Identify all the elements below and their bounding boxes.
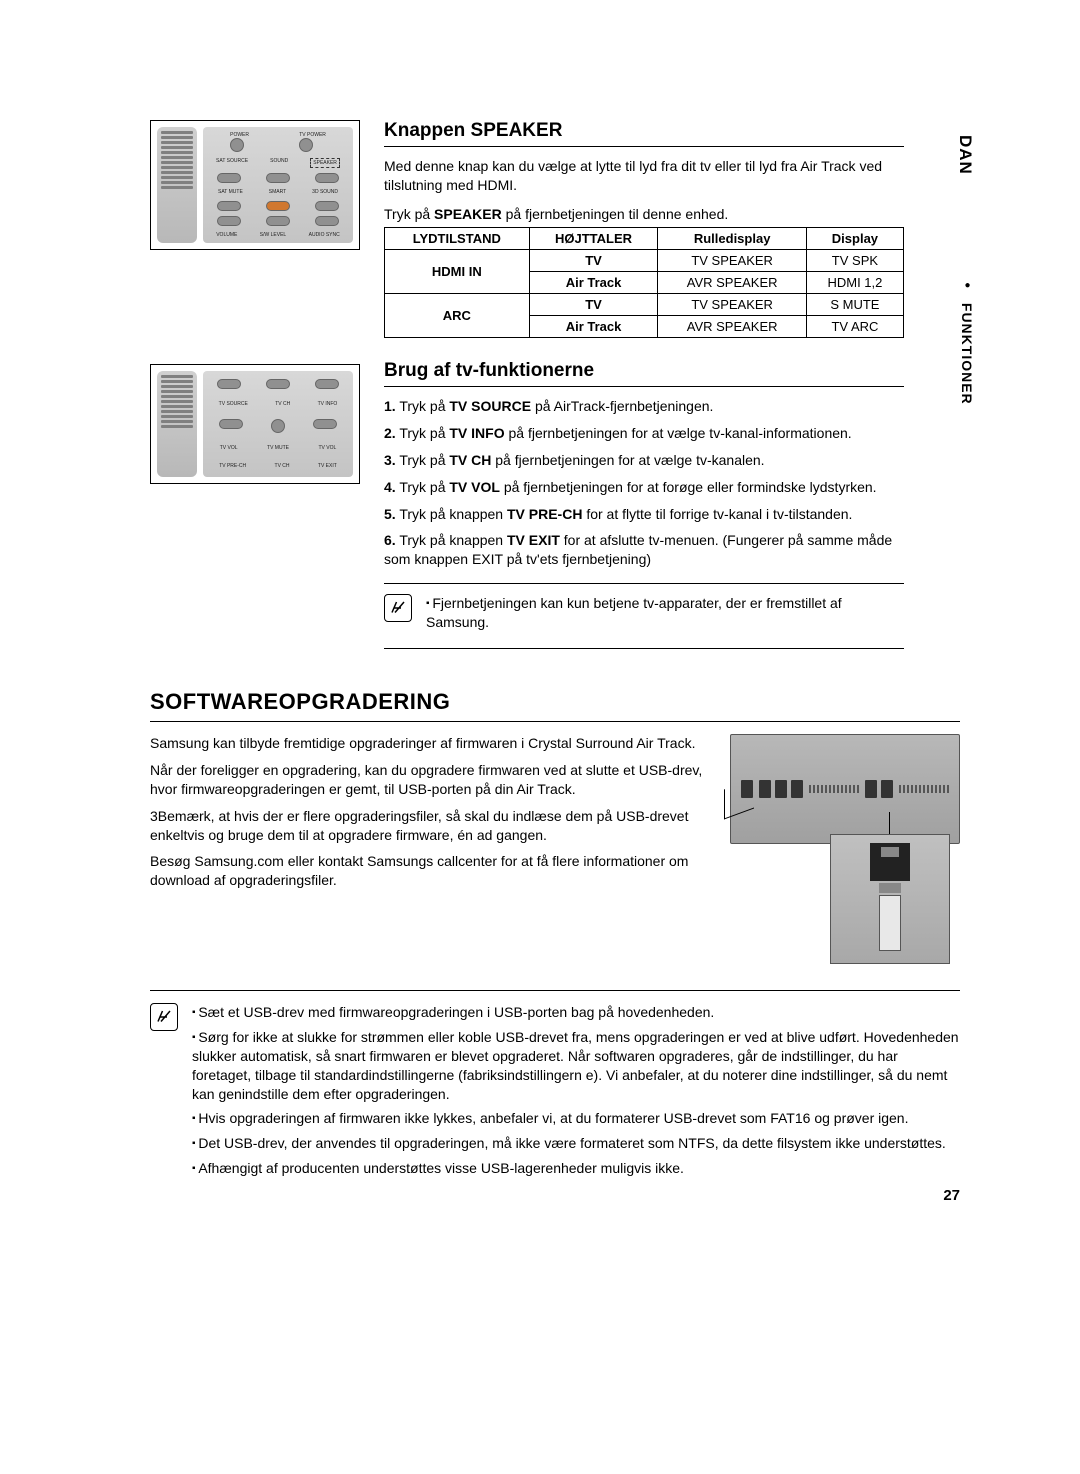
mini-remote-icon-2 [157,371,197,477]
note-item: Afhængigt af producenten understøttes vi… [192,1159,960,1178]
note-item: Sørg for ikke at slukke for strømmen ell… [192,1028,960,1104]
note-text: Fjernbetjeningen kan kun betjene tv-appa… [426,594,900,632]
software-upgrade-text: Samsung kan tilbyde fremtidige opgraderi… [150,734,710,964]
label-tv-ch: TV CH [275,401,290,407]
side-label-section: FUNKTIONER [959,280,975,405]
mini-remote-icon [157,127,197,243]
tv-steps: 1. Tryk på TV SOURCE på AirTrack-fjernbe… [384,397,904,569]
label-volume: VOLUME [216,232,237,238]
speaker-intro: Med denne knap kan du vælge at lytte til… [384,157,904,195]
note-item: Det USB-drev, der anvendes til opgraderi… [192,1134,960,1153]
page-number: 27 [943,1187,960,1204]
label-tv-vol-r: TV VOL [318,445,336,451]
note-item: Sæt et USB-drev med firmwareopgraderinge… [192,1003,960,1022]
label-tv-mute: TV MUTE [267,445,289,451]
side-tab-language: DAN [955,135,975,175]
label-audio-sync: AUDIO SYNC [309,232,340,238]
label-tv-info: TV INFO [318,401,338,407]
note-icon [384,594,412,622]
label-tv-ch-2: TV CH [275,463,290,469]
note-item: Hvis opgraderingen af firmwaren ikke lyk… [192,1109,960,1128]
label-tv-power: TV POWER [299,132,326,138]
label-tv-exit: TV EXIT [318,463,337,469]
label-tv-source: TV SOURCE [219,401,248,407]
label-sw-level: S/W LEVEL [260,232,286,238]
remote-diagram-tv: TV SOURCE TV CH TV INFO TV VOL TV MUTE T… [150,364,360,484]
label-sound: SOUND [270,158,288,168]
heading-tv-functions: Brug af tv-funktionerne [384,360,904,387]
usb-diagram [730,734,960,964]
modes-table: LYDTILSTAND HØJTTALER Rulledisplay Displ… [384,227,904,338]
heading-software-upgrade: SOFTWAREOPGRADERING [150,689,960,722]
software-upgrade-notes: Sæt et USB-drev med firmwareopgraderinge… [150,990,960,1184]
note-samsung-only: Fjernbetjeningen kan kun betjene tv-appa… [384,583,904,649]
label-speaker: SPEAKER [313,160,337,166]
label-power: POWER [230,132,249,138]
label-3d-sound: 3D SOUND [312,189,338,195]
label-tv-pre-ch: TV PRE-CH [219,463,246,469]
label-tv-vol-l: TV VOL [220,445,238,451]
label-sat-mute: SAT MUTE [218,189,243,195]
heading-speaker: Knappen SPEAKER [384,120,904,147]
label-sat-source: SAT SOURCE [216,158,248,168]
label-smart: SMART [269,189,286,195]
remote-diagram-speaker: POWER TV POWER SAT SOURCE SOUND SPEAKER … [150,120,360,250]
speaker-instruction: Tryk på SPEAKER på fjernbetjeningen til … [384,205,904,223]
note-icon-2 [150,1003,178,1031]
